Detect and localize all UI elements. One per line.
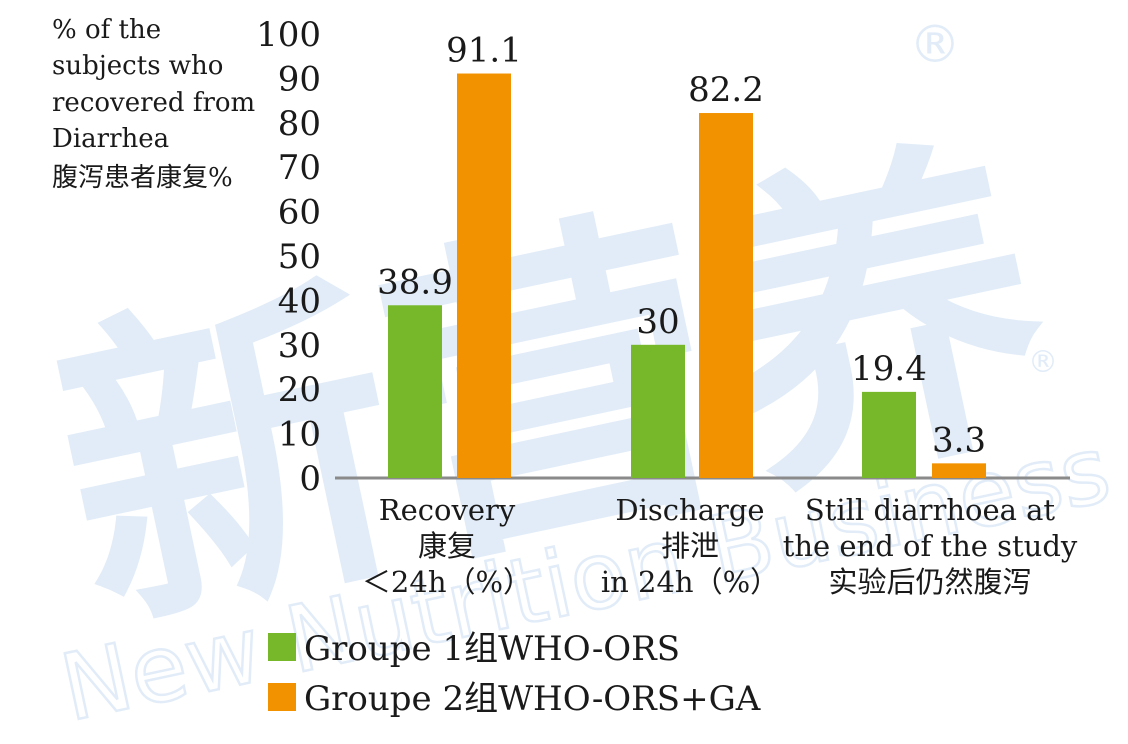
y-tick-label: 50: [278, 237, 321, 277]
bar: [388, 305, 442, 478]
data-label: 3.3: [932, 420, 986, 460]
legend-label: Groupe 2组WHO-ORS+GA: [304, 679, 761, 719]
legend-label: Groupe 1组WHO-ORS: [304, 629, 680, 669]
x-category-label: 排泄: [661, 529, 719, 563]
x-category-label: ＜24h（%）: [362, 565, 532, 599]
watermark-registered-mark: ®: [909, 15, 961, 75]
x-category-label: Recovery: [379, 493, 516, 527]
y-axis-label: 腹泻患者康复%: [52, 163, 233, 193]
x-category-label: 康复: [418, 529, 476, 563]
y-tick-label: 20: [278, 370, 321, 410]
watermark-registered-mark: ®: [1028, 345, 1058, 380]
legend-swatch: [268, 683, 296, 711]
y-tick-label: 80: [278, 104, 321, 144]
data-label: 91.1: [446, 31, 522, 71]
bar: [932, 463, 986, 478]
y-axis-label: recovered from: [52, 88, 255, 118]
data-label: 38.9: [377, 262, 453, 302]
data-label: 30: [636, 302, 679, 342]
data-label: 19.4: [851, 349, 927, 389]
y-tick-label: 10: [278, 415, 321, 455]
y-tick-label: 70: [278, 148, 321, 188]
legend-swatch: [268, 633, 296, 661]
y-axis-label: subjects who: [52, 51, 223, 81]
y-axis-label: Diarrhea: [52, 124, 169, 154]
y-tick-label: 40: [278, 281, 321, 321]
y-tick-label: 100: [256, 15, 321, 55]
y-tick-label: 0: [299, 459, 321, 499]
x-category-label: the end of the study: [783, 529, 1078, 563]
bar: [862, 391, 916, 478]
data-label: 82.2: [688, 70, 764, 110]
bar: [457, 73, 511, 479]
y-tick-label: 90: [278, 59, 321, 99]
x-category-label: Still diarrhoea at: [805, 493, 1056, 527]
y-tick-label: 60: [278, 193, 321, 233]
x-category-label: Discharge: [615, 493, 764, 527]
x-category-label: in 24h（%）: [601, 565, 779, 599]
x-category-label: 实验后仍然腹泻: [828, 565, 1031, 599]
bar: [699, 113, 753, 479]
y-axis-label: % of the: [52, 15, 161, 45]
bar: [631, 344, 685, 478]
y-tick-label: 30: [278, 326, 321, 366]
